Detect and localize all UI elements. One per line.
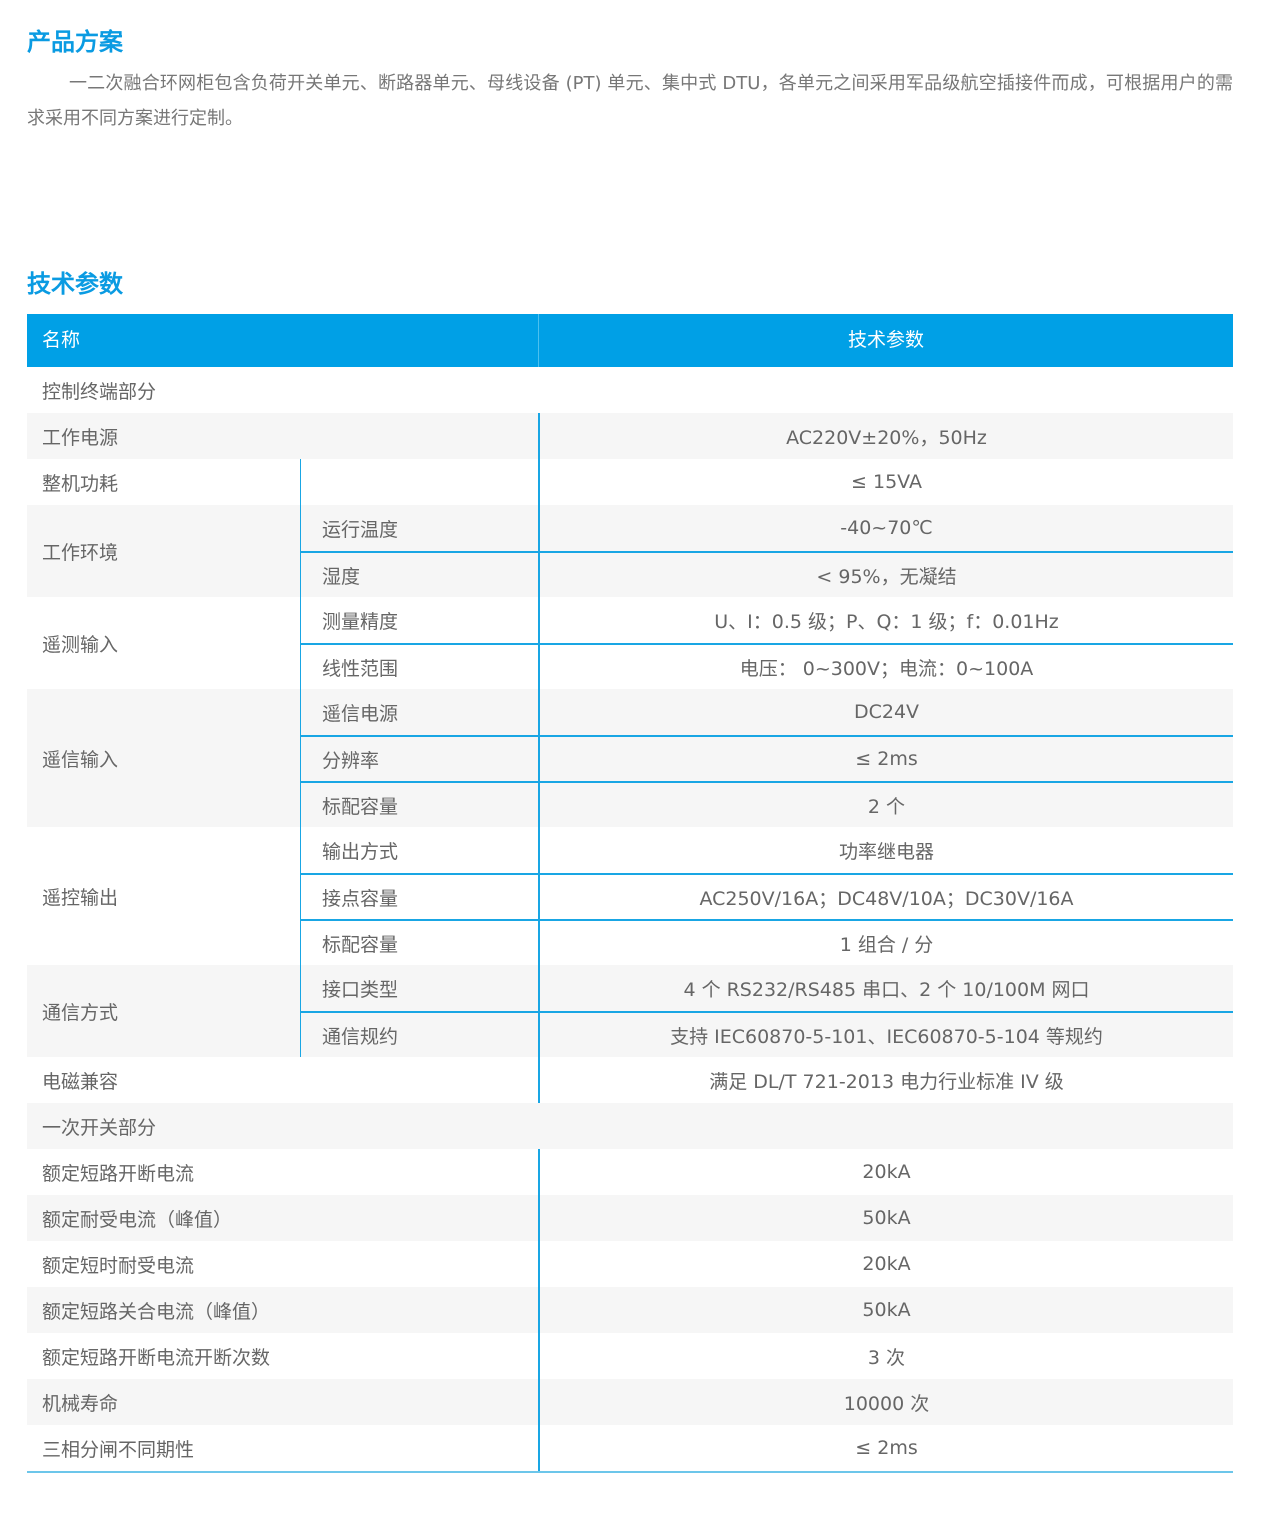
sub-param-name: 接口类型 (300, 965, 538, 1011)
param-value: 功率继电器 (538, 827, 1233, 873)
section-label: 控制终端部分 (42, 380, 157, 403)
sub-param-name: 分辨率 (300, 735, 538, 781)
sub-param-name: 湿度 (300, 551, 538, 597)
param-value: 50kA (538, 1287, 1233, 1333)
param-value: 20kA (538, 1241, 1233, 1287)
table-row: 遥信输入 遥信电源 DC24V 分辨率 ≤ 2ms 标配容量 2 个 (27, 689, 1233, 827)
sub-param-name: 线性范围 (300, 643, 538, 689)
table-row: 额定短路关合电流（峰值） 50kA (27, 1287, 1233, 1333)
param-name: 工作电源 (42, 426, 119, 449)
param-name: 机械寿命 (42, 1392, 119, 1415)
param-value: ≤ 2ms (538, 735, 1233, 781)
product-description: 一二次融合环网柜包含负荷开关单元、断路器单元、母线设备 (PT) 单元、集中式 … (27, 73, 1233, 129)
table-row: 工作环境 运行温度 -40~70℃ 湿度 < 95%，无凝结 (27, 505, 1233, 597)
table-header: 名称 技术参数 (27, 314, 1233, 367)
table-row: 额定耐受电流（峰值） 50kA (27, 1195, 1233, 1241)
sub-param-name: 通信规约 (300, 1011, 538, 1057)
table-row: 整机功耗 ≤ 15VA (27, 459, 1233, 505)
sub-param-name: 输出方式 (300, 827, 538, 873)
table-row: 三相分闸不同期性 ≤ 2ms (27, 1425, 1233, 1471)
sub-param-name: 接点容量 (300, 873, 538, 919)
param-name: 遥信输入 (42, 748, 119, 771)
param-name: 整机功耗 (42, 472, 119, 495)
param-value: -40~70℃ (538, 505, 1233, 551)
table-row: 电磁兼容 满足 DL/T 721-2013 电力行业标准 IV 级 (27, 1057, 1233, 1103)
param-name: 工作环境 (42, 541, 119, 564)
product-title: 产品方案 (27, 28, 123, 56)
sub-param-name (300, 459, 538, 505)
param-name: 通信方式 (42, 1001, 119, 1024)
param-value: DC24V (538, 689, 1233, 735)
param-value: 支持 IEC60870-5-101、IEC60870-5-104 等规约 (538, 1011, 1233, 1057)
param-value: 满足 DL/T 721-2013 电力行业标准 IV 级 (538, 1057, 1233, 1103)
param-value: 20kA (538, 1149, 1233, 1195)
param-name: 三相分闸不同期性 (42, 1438, 195, 1461)
param-name: 电磁兼容 (42, 1070, 119, 1093)
param-value: 1 组合 / 分 (538, 919, 1233, 965)
sub-param-name: 标配容量 (300, 919, 538, 965)
param-name: 额定短路开断电流开断次数 (42, 1346, 271, 1369)
section-row: 控制终端部分 (27, 367, 1233, 413)
sub-param-name: 运行温度 (300, 505, 538, 551)
param-value: ≤ 2ms (538, 1425, 1233, 1471)
header-param: 技术参数 (538, 314, 1233, 367)
table-row: 额定短时耐受电流 20kA (27, 1241, 1233, 1287)
table-row: 机械寿命 10000 次 (27, 1379, 1233, 1425)
sub-param-name: 遥信电源 (300, 689, 538, 735)
param-name: 额定短路开断电流 (42, 1162, 195, 1185)
param-value: 3 次 (538, 1333, 1233, 1379)
param-value: 50kA (538, 1195, 1233, 1241)
table-row: 工作电源 AC220V±20%，50Hz (27, 413, 1233, 459)
sub-param-name: 测量精度 (300, 597, 538, 643)
param-value: U、I：0.5 级；P、Q：1 级；f：0.01Hz (538, 597, 1233, 643)
table-row: 遥测输入 测量精度 U、I：0.5 级；P、Q：1 级；f：0.01Hz 线性范围 电压… (27, 597, 1233, 689)
section-row: 一次开关部分 (27, 1103, 1233, 1149)
param-name: 遥控输出 (42, 886, 119, 909)
param-value: AC250V/16A；DC48V/10A；DC30V/16A (538, 873, 1233, 919)
table-row: 额定短路开断电流开断次数 3 次 (27, 1333, 1233, 1379)
header-name: 名称 (42, 329, 81, 351)
param-name: 额定短路关合电流（峰值） (42, 1300, 271, 1323)
param-name: 额定耐受电流（峰值） (42, 1208, 233, 1231)
table-row: 遥控输出 输出方式 功率继电器 接点容量 AC250V/16A；DC48V/10A；DC… (27, 827, 1233, 965)
table-bottom-border (27, 1471, 1233, 1473)
section-label: 一次开关部分 (42, 1116, 157, 1139)
param-value: AC220V±20%，50Hz (538, 413, 1233, 459)
param-value: 4 个 RS232/RS485 串口、2 个 10/100M 网口 (538, 965, 1233, 1011)
sub-param-name: 标配容量 (300, 781, 538, 827)
param-value: 电压： 0~300V；电流：0~100A (538, 643, 1233, 689)
specs-title: 技术参数 (27, 270, 123, 298)
param-value: ≤ 15VA (538, 459, 1233, 505)
param-value: 2 个 (538, 781, 1233, 827)
table-row: 通信方式 接口类型 4 个 RS232/RS485 串口、2 个 10/100M 网… (27, 965, 1233, 1057)
param-name: 额定短时耐受电流 (42, 1254, 195, 1277)
table-row: 额定短路开断电流 20kA (27, 1149, 1233, 1195)
param-value: < 95%，无凝结 (538, 551, 1233, 597)
param-value: 10000 次 (538, 1379, 1233, 1425)
param-name: 遥测输入 (42, 633, 119, 656)
